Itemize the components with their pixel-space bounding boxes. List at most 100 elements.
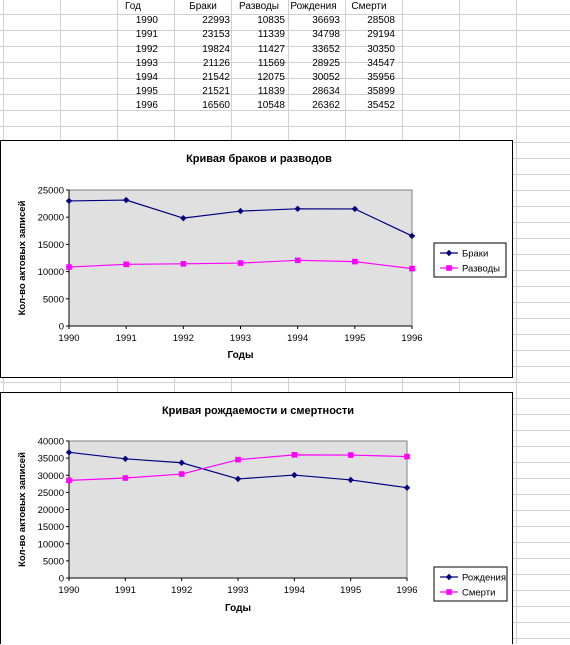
x-tick-label: 1990 — [58, 585, 79, 596]
data-point — [180, 261, 187, 267]
data-point — [291, 471, 298, 479]
data-point — [404, 453, 410, 460]
legend-marker — [446, 589, 452, 595]
table-cell[interactable]: 35956 — [367, 72, 395, 83]
table-cell[interactable]: 1996 — [135, 100, 158, 112]
table-cell[interactable]: 28508 — [367, 15, 395, 27]
y-tick-label: 30000 — [38, 471, 64, 482]
data-point — [123, 261, 129, 268]
table-cell[interactable]: 35899 — [367, 86, 395, 98]
data-point — [347, 476, 354, 484]
y-tick-label: 0 — [59, 574, 64, 585]
legend-label: Браки — [462, 249, 488, 260]
table-cell[interactable]: 36693 — [312, 15, 340, 27]
table-cell[interactable]: 35452 — [367, 100, 395, 112]
table-cell[interactable]: 11569 — [257, 57, 285, 69]
table-cell[interactable]: 1995 — [135, 86, 158, 98]
table-cell[interactable]: 29194 — [367, 29, 395, 41]
y-tick-label: 25000 — [38, 186, 64, 197]
table-cell[interactable]: 12075 — [257, 72, 285, 83]
table-cell[interactable]: 22993 — [202, 15, 230, 27]
chart-births-deaths[interactable]: Кривая рождаемости и смертности 0 5000 1000… — [0, 392, 513, 644]
x-tick-label: 1993 — [230, 333, 251, 344]
y-tick-label: 15000 — [38, 240, 64, 251]
y-tick-label: 10000 — [38, 539, 64, 550]
y-tick-label: 5000 — [43, 294, 64, 305]
x-axis-title: Годы — [227, 350, 253, 361]
data-point — [234, 475, 242, 483]
header-cell[interactable]: Разводы — [239, 1, 279, 12]
data-point — [403, 484, 411, 491]
data-point — [122, 475, 129, 481]
x-tick-label: 1996 — [401, 333, 422, 344]
data-point — [178, 471, 185, 477]
data-point — [351, 205, 359, 213]
table-cell[interactable]: 34798 — [312, 29, 340, 41]
header-cell[interactable]: Рождения — [290, 1, 337, 12]
legend-marker — [445, 249, 453, 257]
data-point — [347, 452, 354, 458]
table-cell[interactable]: 1994 — [135, 72, 158, 83]
table-cell[interactable]: 19824 — [202, 43, 230, 55]
table-cell[interactable]: 10835 — [257, 15, 285, 27]
table-cell[interactable]: 11339 — [257, 29, 285, 41]
table-cell[interactable]: 1993 — [135, 57, 158, 69]
y-tick-label: 15000 — [38, 522, 64, 533]
table-cell[interactable]: 28925 — [312, 57, 340, 69]
data-point — [178, 459, 185, 466]
plot-area — [68, 440, 408, 579]
y-tick-label: 20000 — [38, 213, 64, 224]
y-tick-label: 10000 — [38, 267, 64, 278]
table-cell[interactable]: 1992 — [135, 43, 158, 55]
data-point — [65, 449, 73, 456]
x-tick-label: 1991 — [116, 333, 137, 344]
table-cell[interactable]: 21126 — [202, 57, 230, 69]
data-point — [66, 264, 72, 270]
data-point — [294, 205, 301, 213]
table-cell[interactable]: 34547 — [367, 57, 395, 69]
table-cell[interactable]: 28634 — [312, 86, 340, 98]
chart-marriages-divorces[interactable]: Кривая браков и разводов 0 5000 10000 15000 2… — [0, 140, 513, 378]
header-cell[interactable]: Год — [125, 1, 141, 12]
legend-marker — [446, 265, 452, 271]
data-point — [408, 232, 416, 240]
y-axis-title: Кол-во актовых записей — [17, 200, 28, 315]
data-point — [237, 260, 244, 266]
y-tick-label: 35000 — [38, 454, 64, 465]
table-cell[interactable]: 33652 — [312, 43, 340, 55]
legend-label: Разводы — [462, 264, 500, 275]
legend-box — [433, 566, 508, 602]
legend-marker — [445, 573, 453, 581]
table-cell[interactable]: 11427 — [257, 43, 285, 55]
x-tick-label: 1993 — [227, 585, 248, 596]
y-tick-label: 0 — [59, 322, 64, 333]
table-cell[interactable]: 21542 — [202, 72, 230, 83]
data-point — [235, 456, 241, 463]
table-cell[interactable]: 1991 — [135, 29, 158, 41]
table-cell[interactable]: 30052 — [312, 72, 340, 83]
table-cell[interactable]: 16560 — [202, 100, 230, 112]
x-tick-label: 1992 — [171, 585, 192, 596]
data-point — [291, 452, 298, 458]
chart-svg: Кривая рождаемости и смертности 0 5000 1000… — [17, 405, 508, 614]
data-point — [122, 196, 130, 204]
header-cell[interactable]: Смерти — [351, 1, 387, 12]
legend-label: Рождения — [462, 573, 506, 584]
x-axis-title: Годы — [225, 603, 251, 614]
y-tick-label: 25000 — [38, 488, 64, 499]
data-point — [237, 207, 244, 215]
table-cell[interactable]: 1990 — [135, 15, 158, 27]
data-point — [294, 257, 301, 264]
x-tick-label: 1996 — [396, 585, 417, 596]
y-axis-title: Кол-во актовых записей — [17, 452, 28, 567]
table-cell[interactable]: 11839 — [257, 86, 285, 98]
header-cell[interactable]: Браки — [189, 1, 217, 12]
x-tick-label: 1995 — [344, 333, 365, 344]
table-cell[interactable]: 23153 — [202, 29, 230, 41]
table-cell[interactable]: 10548 — [257, 100, 285, 112]
table-cell[interactable]: 26362 — [312, 100, 340, 112]
x-tick-label: 1992 — [173, 333, 194, 344]
data-point — [65, 197, 73, 205]
table-cell[interactable]: 30350 — [367, 43, 395, 55]
table-cell[interactable]: 21521 — [202, 86, 230, 98]
